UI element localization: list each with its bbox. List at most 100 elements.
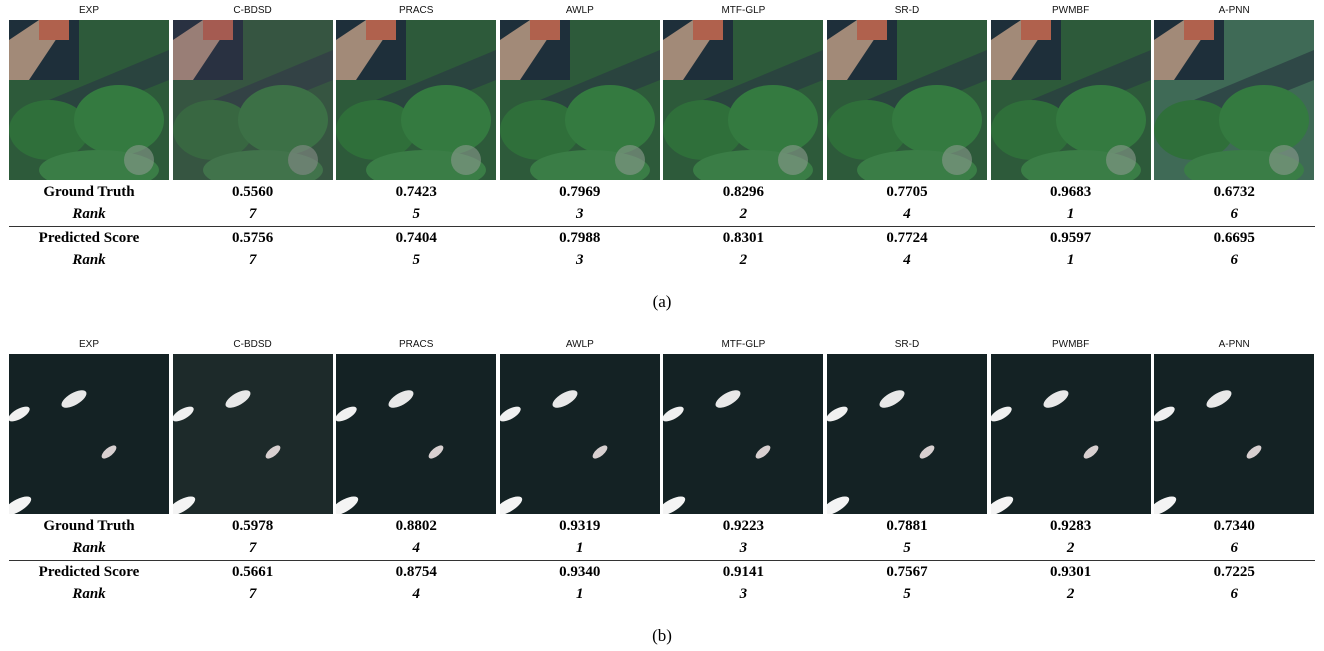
- rank: 6: [1154, 252, 1314, 269]
- score: 0.8754: [336, 564, 496, 581]
- row-label: Rank: [9, 540, 169, 557]
- score: 0.7423: [336, 184, 496, 201]
- rank: 1: [991, 206, 1151, 223]
- caption: (a): [632, 292, 692, 312]
- row-label: Rank: [9, 586, 169, 603]
- rank: 3: [500, 206, 660, 223]
- thumbnail: [663, 20, 823, 180]
- method-label: EXP: [9, 339, 169, 350]
- rank: 7: [173, 252, 333, 269]
- thumbnail: [827, 20, 987, 180]
- score: 0.9141: [663, 564, 823, 581]
- method-label: A-PNN: [1154, 5, 1314, 16]
- row-label: Ground Truth: [9, 518, 169, 535]
- rank: 2: [663, 252, 823, 269]
- method-label: AWLP: [500, 339, 660, 350]
- rank: 2: [991, 586, 1151, 603]
- method-label: MTF-GLP: [663, 5, 823, 16]
- thumbnail: [336, 20, 496, 180]
- thumbnail: [991, 20, 1151, 180]
- score: 0.8301: [663, 230, 823, 247]
- caption: (b): [632, 626, 692, 646]
- rank: 5: [336, 252, 496, 269]
- rank: 7: [173, 586, 333, 603]
- rank: 1: [500, 586, 660, 603]
- method-label: PRACS: [336, 339, 496, 350]
- score: 0.7567: [827, 564, 987, 581]
- method-label: C-BDSD: [173, 5, 333, 16]
- rank: 5: [336, 206, 496, 223]
- rank: 4: [336, 540, 496, 557]
- row-label: Predicted Score: [9, 564, 169, 581]
- rank: 7: [173, 540, 333, 557]
- row-label: Rank: [9, 206, 169, 223]
- row-label: Ground Truth: [9, 184, 169, 201]
- method-label: AWLP: [500, 5, 660, 16]
- divider: [9, 226, 1315, 227]
- method-label: A-PNN: [1154, 339, 1314, 350]
- rank: 6: [1154, 586, 1314, 603]
- rank: 7: [173, 206, 333, 223]
- score: 0.9301: [991, 564, 1151, 581]
- method-label: SR-D: [827, 339, 987, 350]
- thumbnail: [500, 20, 660, 180]
- score: 0.5978: [173, 518, 333, 535]
- score: 0.7225: [1154, 564, 1314, 581]
- rank: 4: [827, 252, 987, 269]
- rank: 3: [663, 540, 823, 557]
- score: 0.9283: [991, 518, 1151, 535]
- score: 0.7340: [1154, 518, 1314, 535]
- thumbnail: [663, 354, 823, 514]
- score: 0.7724: [827, 230, 987, 247]
- rank: 4: [827, 206, 987, 223]
- rank: 2: [991, 540, 1151, 557]
- figure: EXPC-BDSDPRACSAWLPMTF-GLPSR-DPWMBFA-PNNG…: [0, 0, 1324, 651]
- thumbnail: [336, 354, 496, 514]
- row-label: Predicted Score: [9, 230, 169, 247]
- score: 0.5661: [173, 564, 333, 581]
- score: 0.5756: [173, 230, 333, 247]
- thumbnail: [500, 354, 660, 514]
- method-label: C-BDSD: [173, 339, 333, 350]
- divider: [9, 560, 1315, 561]
- thumbnail: [1154, 354, 1314, 514]
- row-label: Rank: [9, 252, 169, 269]
- rank: 4: [336, 586, 496, 603]
- rank: 5: [827, 586, 987, 603]
- score: 0.9597: [991, 230, 1151, 247]
- rank: 2: [663, 206, 823, 223]
- rank: 5: [827, 540, 987, 557]
- score: 0.9319: [500, 518, 660, 535]
- thumbnail: [173, 354, 333, 514]
- method-label: SR-D: [827, 5, 987, 16]
- score: 0.7969: [500, 184, 660, 201]
- method-label: PRACS: [336, 5, 496, 16]
- thumbnail: [9, 20, 169, 180]
- score: 0.9340: [500, 564, 660, 581]
- score: 0.7988: [500, 230, 660, 247]
- method-label: MTF-GLP: [663, 339, 823, 350]
- rank: 3: [500, 252, 660, 269]
- score: 0.7705: [827, 184, 987, 201]
- rank: 1: [991, 252, 1151, 269]
- method-label: PWMBF: [991, 339, 1151, 350]
- score: 0.5560: [173, 184, 333, 201]
- score: 0.7404: [336, 230, 496, 247]
- score: 0.7881: [827, 518, 987, 535]
- score: 0.6695: [1154, 230, 1314, 247]
- rank: 6: [1154, 206, 1314, 223]
- score: 0.8802: [336, 518, 496, 535]
- thumbnail: [991, 354, 1151, 514]
- thumbnail: [827, 354, 987, 514]
- score: 0.9683: [991, 184, 1151, 201]
- method-label: EXP: [9, 5, 169, 16]
- thumbnail: [9, 354, 169, 514]
- score: 0.6732: [1154, 184, 1314, 201]
- rank: 3: [663, 586, 823, 603]
- thumbnail: [1154, 20, 1314, 180]
- thumbnail: [173, 20, 333, 180]
- rank: 1: [500, 540, 660, 557]
- rank: 6: [1154, 540, 1314, 557]
- score: 0.8296: [663, 184, 823, 201]
- score: 0.9223: [663, 518, 823, 535]
